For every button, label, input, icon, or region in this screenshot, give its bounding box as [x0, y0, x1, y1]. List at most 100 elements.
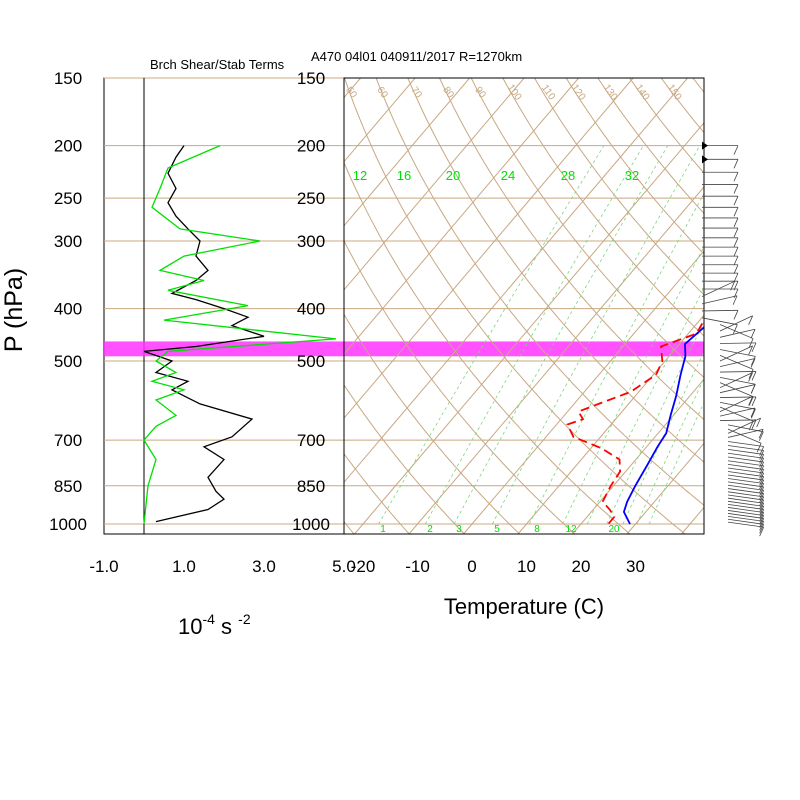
- left-y-tick-label: 200: [54, 137, 82, 156]
- wind-barb: [719, 372, 753, 389]
- mixing-ratio-line: [562, 245, 704, 525]
- wind-barb-flag: [758, 429, 764, 439]
- wind-barb: [719, 371, 757, 373]
- wind-barb-flag: [748, 369, 754, 379]
- mixing-ratio-line: [636, 377, 704, 525]
- wind-barb: [727, 471, 764, 477]
- mixing-ratio-bottom-label: 3: [456, 524, 462, 535]
- temperature-profile-line: [622, 326, 704, 525]
- isotherm-line: [246, 524, 255, 534]
- wind-barb-flag: [759, 472, 765, 483]
- wind-barb: [727, 504, 764, 510]
- mixing-ratio-line: [453, 145, 669, 525]
- left-x-tick-label: 5.0: [332, 557, 356, 576]
- right-y-tick-label: 200: [297, 137, 325, 156]
- isotherm-line: [0, 78, 197, 524]
- wind-barb-flag: [758, 431, 764, 441]
- mixing-ratio-line: [528, 192, 704, 525]
- wind-barb-flag: [759, 493, 765, 503]
- right-y-tick-label: 1000: [292, 515, 330, 534]
- wind-barb-flag: [748, 420, 754, 431]
- wind-barb: [727, 513, 764, 519]
- isotherm-line: [344, 78, 525, 291]
- left-y-tick-label: 150: [54, 69, 82, 88]
- wind-barb-flag: [751, 396, 757, 407]
- left-y-tick-label: 250: [54, 189, 82, 208]
- wind-barb: [727, 467, 764, 474]
- wind-barb: [727, 428, 764, 438]
- wind-barb-flag: [730, 281, 735, 291]
- dry-adiabat-line: [533, 78, 704, 296]
- right-y-tick-label: 150: [297, 69, 325, 88]
- y-axis-label: P (hPa): [0, 268, 28, 352]
- left-x-tick-label: 3.0: [252, 557, 276, 576]
- wind-barb: [727, 478, 764, 484]
- wind-barb: [727, 448, 764, 455]
- wind-barb: [727, 510, 764, 516]
- wind-barb-flag: [751, 371, 757, 381]
- wind-barbs: [701, 141, 765, 537]
- mixing-ratio-label: 12: [353, 168, 367, 183]
- black-profile-line: [143, 145, 265, 523]
- right-panel-frame: [343, 77, 705, 535]
- wind-barb-flag: [750, 409, 756, 419]
- wind-barb: [727, 484, 764, 491]
- wind-barb-flag: [759, 479, 765, 490]
- left-y-tick-label: 700: [54, 431, 82, 450]
- wind-barb: [727, 441, 764, 447]
- dry-adiabat-line: [692, 78, 704, 93]
- wind-barb: [727, 460, 764, 467]
- wind-barb: [727, 417, 761, 434]
- dry-adiabat-line: [375, 78, 704, 506]
- dry-adiabat-line: [344, 313, 521, 534]
- wind-barb-flag: [759, 521, 765, 531]
- isotherm-line: [580, 378, 704, 525]
- dry-adiabat-line: [344, 239, 576, 534]
- wind-barb-flag: [733, 145, 739, 155]
- adiabat-label: 60: [374, 85, 390, 101]
- left-x-axis-label: 10-4 s -2: [178, 611, 251, 639]
- wind-barb: [719, 315, 753, 332]
- right-y-tick-label: 700: [297, 431, 325, 450]
- wind-barb-flag: [759, 483, 765, 493]
- isotherm-line: [344, 78, 634, 419]
- dry-adiabat-line: [344, 452, 410, 534]
- wind-barb-pennant: [702, 141, 708, 150]
- mixing-ratio-line: [606, 321, 704, 525]
- mixing-ratio-bottom-label: 5: [494, 524, 500, 535]
- wind-barb-flag: [759, 503, 765, 513]
- wind-barb-flag: [733, 184, 739, 194]
- right-panel-title: A470 04l01 040911/2017 R=1270km: [311, 49, 522, 64]
- adiabat-label: 140: [633, 83, 652, 103]
- wind-barb: [727, 515, 764, 522]
- wind-barb-flag: [733, 310, 739, 320]
- dry-adiabat-line: [743, 62, 800, 536]
- wind-barb-flag: [748, 372, 753, 382]
- right-x-tick-label: -10: [405, 557, 430, 576]
- wind-barb-flag: [733, 227, 739, 238]
- wind-barb-flag: [759, 512, 765, 522]
- wind-barb: [727, 452, 764, 459]
- wind-barb-flag: [759, 506, 765, 516]
- wind-barb: [719, 354, 754, 370]
- mixing-ratio-label: 16: [397, 168, 411, 183]
- wind-barb: [727, 518, 764, 525]
- isotherm-line: [736, 524, 745, 534]
- wind-barb: [727, 456, 764, 463]
- wind-barb: [727, 500, 764, 507]
- wind-barb: [719, 384, 756, 394]
- wind-barb-flag: [733, 207, 739, 217]
- wind-barb: [727, 521, 764, 528]
- right-y-tick-label: 850: [297, 477, 325, 496]
- right-x-tick-label: 20: [572, 557, 591, 576]
- mixing-ratio-line: [648, 401, 704, 525]
- right-y-tick-label: 300: [297, 232, 325, 251]
- wind-barb-flag: [748, 396, 754, 406]
- dry-adiabat-line: [438, 78, 704, 421]
- left-y-tick-label: 500: [54, 352, 82, 371]
- adiabat-label: 110: [539, 83, 557, 103]
- mixing-ratio-line: [378, 145, 605, 525]
- wind-barb-flag: [759, 465, 765, 475]
- wind-barb-flag: [759, 518, 765, 528]
